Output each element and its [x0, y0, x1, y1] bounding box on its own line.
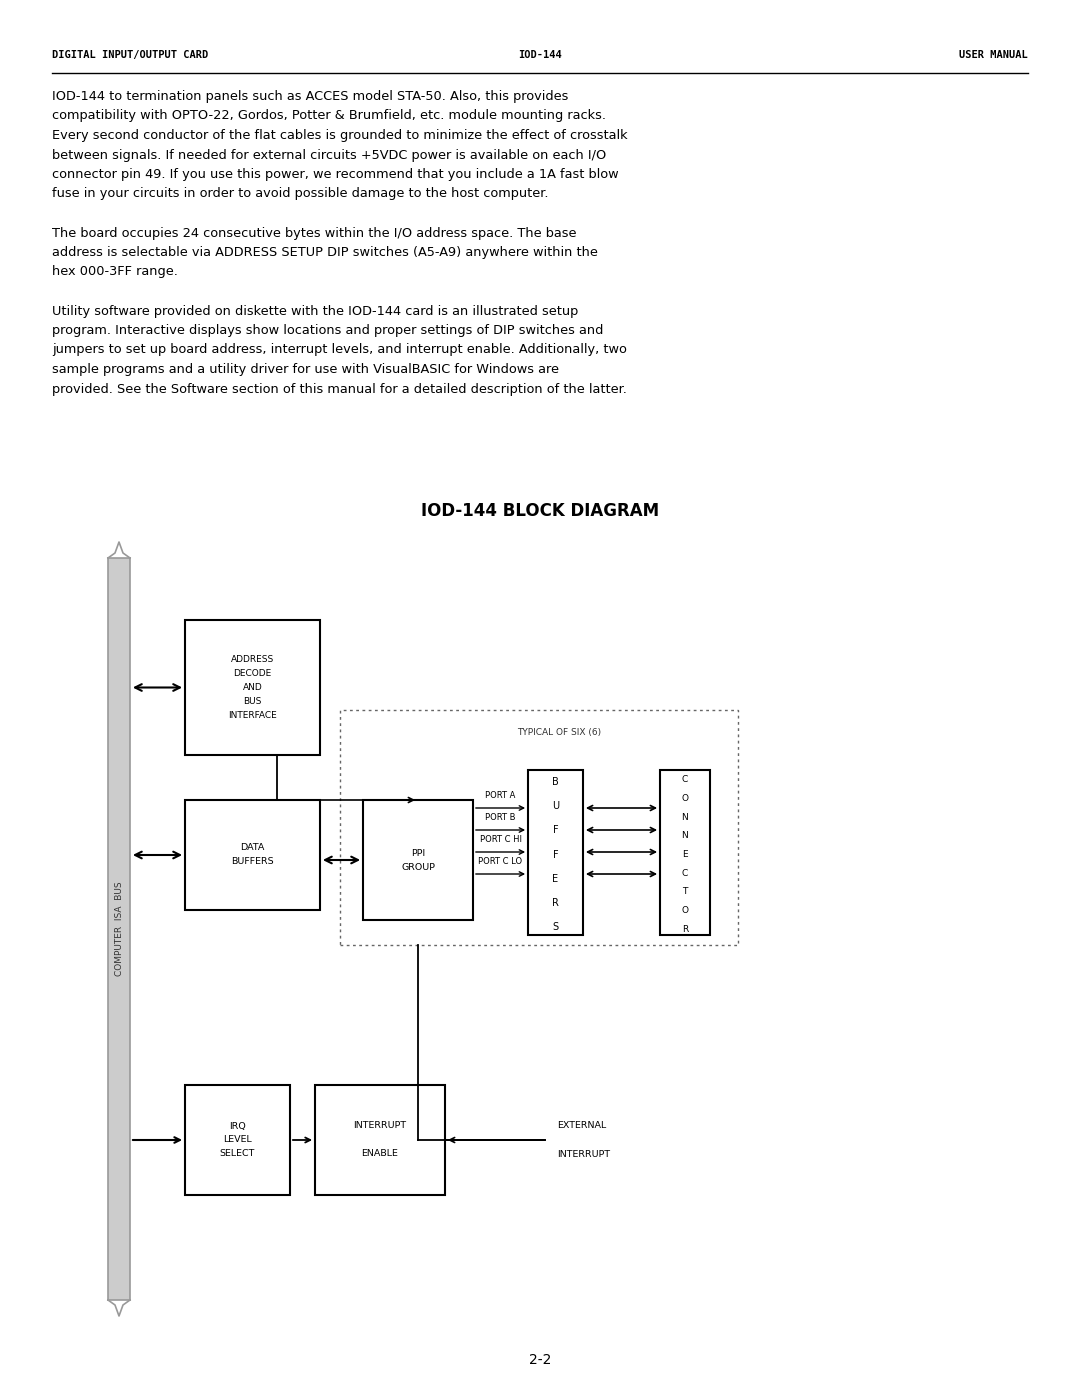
Text: provided. See the Software section of this manual for a detailed description of : provided. See the Software section of th… — [52, 383, 626, 395]
Text: EXTERNAL: EXTERNAL — [557, 1120, 606, 1130]
Text: R: R — [552, 898, 559, 908]
Text: T: T — [683, 887, 688, 897]
Text: C: C — [681, 775, 688, 785]
Text: S: S — [553, 922, 558, 932]
Text: hex 000-3FF range.: hex 000-3FF range. — [52, 265, 178, 278]
Text: DECODE: DECODE — [233, 669, 272, 678]
Text: N: N — [681, 831, 688, 841]
Text: E: E — [553, 873, 558, 884]
Text: O: O — [681, 793, 689, 803]
Text: connector pin 49. If you use this power, we recommend that you include a 1A fast: connector pin 49. If you use this power,… — [52, 168, 619, 182]
Text: Every second conductor of the flat cables is grounded to minimize the effect of : Every second conductor of the flat cable… — [52, 129, 627, 142]
Text: BUFFERS: BUFFERS — [231, 858, 274, 866]
Text: 2-2: 2-2 — [529, 1354, 551, 1368]
Text: B: B — [552, 777, 558, 787]
Text: IRQ: IRQ — [229, 1122, 246, 1130]
Text: PORT C HI: PORT C HI — [480, 835, 522, 844]
Text: sample programs and a utility driver for use with VisualBASIC for Windows are: sample programs and a utility driver for… — [52, 363, 559, 376]
Text: ENABLE: ENABLE — [362, 1150, 399, 1158]
Text: Utility software provided on diskette with the IOD-144 card is an illustrated se: Utility software provided on diskette wi… — [52, 305, 578, 317]
Text: BUS: BUS — [243, 697, 261, 705]
Text: address is selectable via ADDRESS SETUP DIP switches (A5-A9) anywhere within the: address is selectable via ADDRESS SETUP … — [52, 246, 598, 258]
Text: N: N — [681, 813, 688, 821]
Text: INTERRUPT: INTERRUPT — [557, 1150, 610, 1160]
Text: C: C — [681, 869, 688, 877]
Text: fuse in your circuits in order to avoid possible damage to the host computer.: fuse in your circuits in order to avoid … — [52, 187, 549, 201]
Text: F: F — [553, 826, 558, 835]
Text: PORT C LO: PORT C LO — [478, 856, 523, 866]
Text: INTERFACE: INTERFACE — [228, 711, 276, 719]
Text: O: O — [681, 905, 689, 915]
Text: COMPUTER  ISA  BUS: COMPUTER ISA BUS — [114, 882, 123, 977]
Text: USER MANUAL: USER MANUAL — [959, 50, 1028, 60]
Bar — [340, 710, 738, 944]
Text: TYPICAL OF SIX (6): TYPICAL OF SIX (6) — [517, 728, 600, 736]
Text: PPI: PPI — [410, 848, 426, 858]
Bar — [528, 770, 583, 935]
Bar — [185, 800, 320, 909]
Text: F: F — [553, 849, 558, 859]
Bar — [660, 770, 710, 935]
Text: U: U — [552, 800, 559, 812]
Bar — [315, 1085, 445, 1194]
Text: The board occupies 24 consecutive bytes within the I/O address space. The base: The board occupies 24 consecutive bytes … — [52, 226, 577, 239]
Text: SELECT: SELECT — [220, 1150, 255, 1158]
Text: IOD-144: IOD-144 — [518, 50, 562, 60]
Text: R: R — [681, 925, 688, 933]
Text: GROUP: GROUP — [401, 862, 435, 872]
Text: jumpers to set up board address, interrupt levels, and interrupt enable. Additio: jumpers to set up board address, interru… — [52, 344, 626, 356]
Bar — [185, 620, 320, 754]
Text: AND: AND — [243, 683, 262, 692]
Bar — [363, 800, 473, 921]
Text: E: E — [683, 849, 688, 859]
Text: INTERRUPT: INTERRUPT — [353, 1122, 406, 1130]
Text: PORT A: PORT A — [485, 791, 515, 800]
Text: DIGITAL INPUT/OUTPUT CARD: DIGITAL INPUT/OUTPUT CARD — [52, 50, 208, 60]
Text: program. Interactive displays show locations and proper settings of DIP switches: program. Interactive displays show locat… — [52, 324, 604, 337]
Text: ADDRESS: ADDRESS — [231, 655, 274, 664]
Text: DATA: DATA — [241, 844, 265, 852]
Text: between signals. If needed for external circuits +5VDC power is available on eac: between signals. If needed for external … — [52, 148, 606, 162]
Text: compatibility with OPTO-22, Gordos, Potter & Brumfield, etc. module mounting rac: compatibility with OPTO-22, Gordos, Pott… — [52, 109, 606, 123]
Text: IOD-144 to termination panels such as ACCES model STA-50. Also, this provides: IOD-144 to termination panels such as AC… — [52, 89, 568, 103]
Bar — [108, 557, 130, 1301]
Text: IOD-144 BLOCK DIAGRAM: IOD-144 BLOCK DIAGRAM — [421, 502, 659, 520]
Bar — [185, 1085, 291, 1194]
Text: LEVEL: LEVEL — [224, 1136, 252, 1144]
Text: PORT B: PORT B — [485, 813, 516, 821]
